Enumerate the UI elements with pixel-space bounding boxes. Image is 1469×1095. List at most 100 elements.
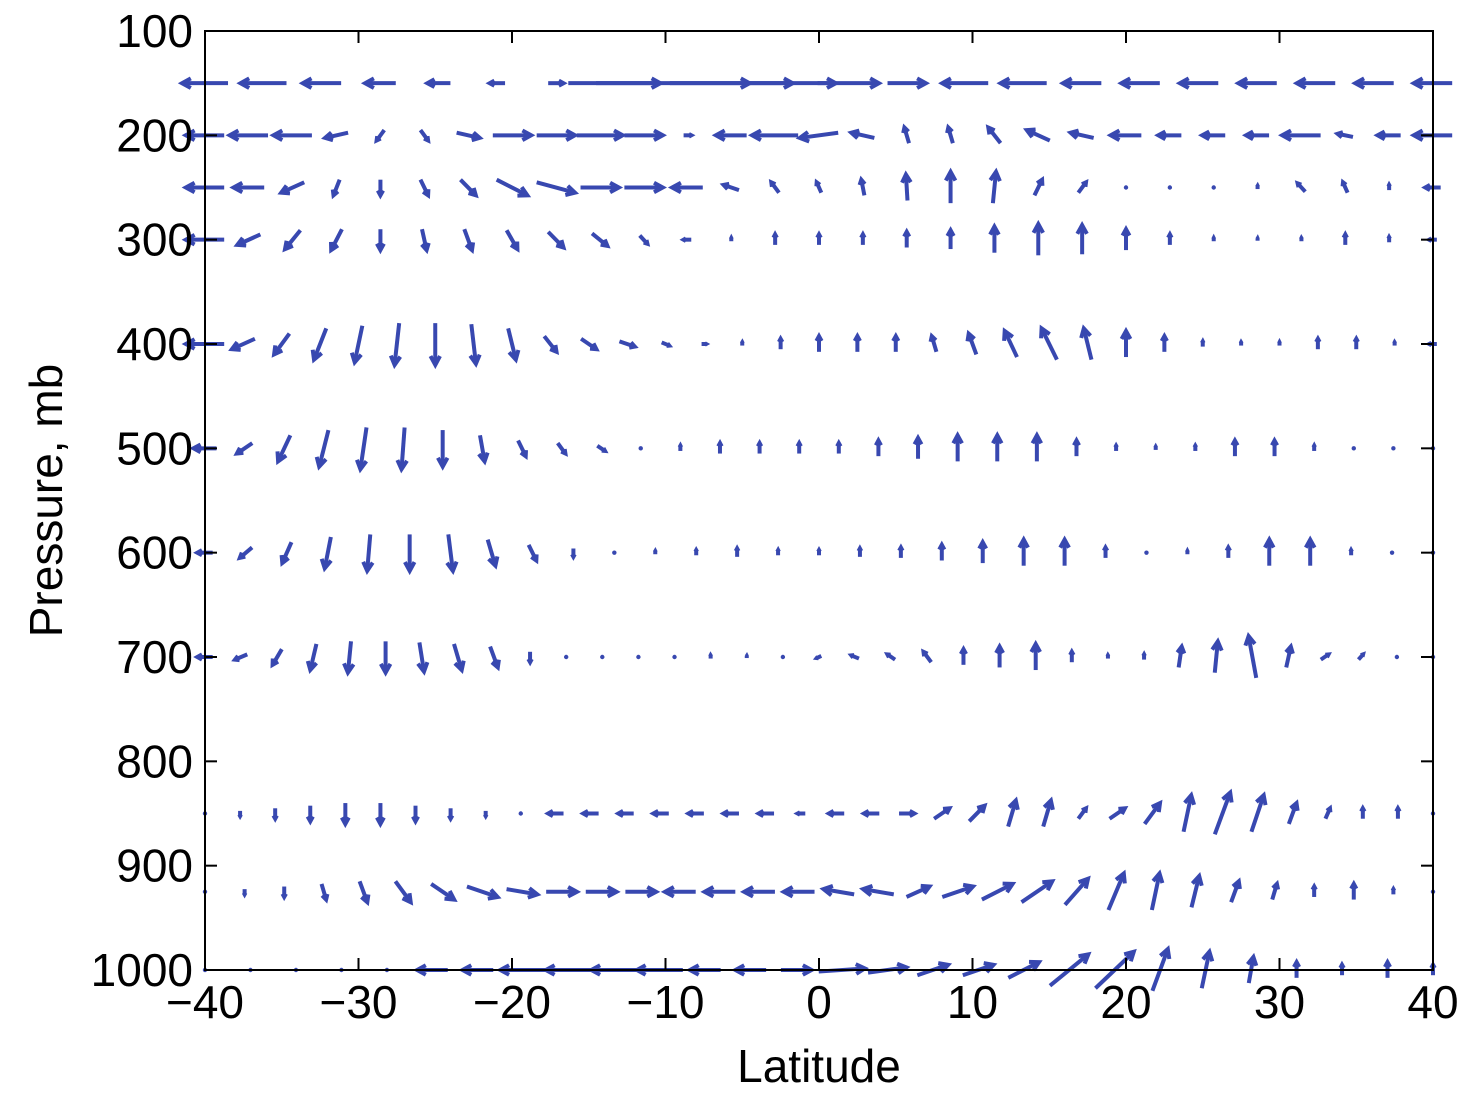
arrow-head <box>937 540 947 551</box>
y-axis-label: Pressure, mb <box>20 364 72 638</box>
wind-arrow <box>739 885 775 899</box>
arrow-head <box>228 340 241 352</box>
arrow-head <box>643 239 651 247</box>
wind-arrow <box>708 651 713 659</box>
arrow-head <box>1077 875 1091 889</box>
arrow-head <box>530 554 539 565</box>
wind-arrow <box>775 545 781 556</box>
arrow-head <box>719 809 730 818</box>
wind-arrow <box>423 77 451 89</box>
wind-arrow <box>684 809 704 818</box>
wind-arrow <box>1063 875 1091 907</box>
arrow-shaft <box>365 534 373 572</box>
wind-arrow <box>563 654 569 660</box>
arrow-dot <box>780 654 786 660</box>
wind-arrow <box>241 889 248 899</box>
arrow-head <box>193 652 203 662</box>
x-tick-label: 30 <box>1254 976 1305 1028</box>
arrow-head <box>1224 543 1232 552</box>
arrow-head <box>847 653 855 659</box>
wind-arrow <box>819 884 855 897</box>
wind-arrow <box>556 441 568 457</box>
arrow-head <box>229 180 244 195</box>
arrow-head <box>687 132 696 139</box>
arrow-head <box>891 332 901 342</box>
wind-arrow <box>977 538 988 564</box>
arrow-head <box>1153 442 1158 449</box>
wind-arrow <box>1394 654 1400 660</box>
arrow-dot <box>1389 550 1395 555</box>
wind-arrow <box>937 540 947 561</box>
wind-arrow <box>887 76 931 90</box>
wind-arrow <box>485 78 506 88</box>
arrow-head <box>814 332 824 342</box>
wind-arrow <box>548 78 568 88</box>
arrow-head <box>614 809 625 818</box>
arrow-head <box>570 553 577 561</box>
arrow-head <box>653 128 667 142</box>
arrow-head <box>606 885 621 899</box>
arrow-head <box>1192 441 1198 449</box>
wind-arrow <box>812 654 823 661</box>
arrow-head <box>815 230 823 239</box>
arrow-head <box>1383 958 1392 968</box>
arrow-head <box>716 438 724 448</box>
arrow-shaft <box>417 642 426 672</box>
wind-arrow <box>340 803 351 829</box>
arrow-head <box>613 128 627 142</box>
arrow-head <box>901 123 910 134</box>
arrow-head <box>1114 869 1127 884</box>
wind-arrow <box>1189 872 1204 908</box>
arrow-head <box>1066 128 1080 140</box>
arrow-head <box>1166 230 1174 239</box>
wind-arrow <box>928 332 939 353</box>
wind-arrow <box>536 180 580 197</box>
arrow-head <box>1360 651 1366 658</box>
arrow-head <box>1002 327 1014 342</box>
wind-arrow <box>349 325 365 367</box>
wind-arrow <box>357 880 371 907</box>
wind-arrow <box>319 536 333 573</box>
arrow-head <box>665 342 674 348</box>
arrow-head <box>1075 220 1089 235</box>
arrow-head <box>411 815 420 826</box>
arrow-shaft <box>1002 330 1019 358</box>
arrow-head <box>609 180 624 195</box>
axis-ticks <box>204 30 1434 971</box>
arrow-head <box>1409 76 1424 90</box>
arrow-head <box>237 813 243 821</box>
wind-arrow <box>856 544 864 557</box>
arrow-shaft <box>345 641 353 673</box>
arrow-shaft <box>1249 794 1266 833</box>
wind-arrow <box>305 643 319 675</box>
arrow-head <box>938 76 952 90</box>
wind-arrow <box>1299 233 1304 242</box>
wind-arrow <box>546 230 567 251</box>
arrow-head <box>988 222 1001 236</box>
arrow-dot <box>612 550 617 555</box>
wind-arrow <box>1351 76 1394 90</box>
arrow-dot <box>1123 185 1129 190</box>
arrow-head <box>1311 441 1317 449</box>
arrow-head <box>719 181 730 191</box>
arrow-head <box>1158 945 1172 960</box>
wind-arrow <box>321 130 349 143</box>
wind-arrow <box>716 438 724 454</box>
wind-arrow <box>1072 436 1081 457</box>
arrow-shaft <box>903 174 910 201</box>
arrow-head <box>1299 233 1304 241</box>
arrow-head <box>1238 338 1244 345</box>
arrow-head <box>795 438 803 448</box>
wind-arrow <box>1373 129 1401 141</box>
wind-arrow <box>1348 545 1354 556</box>
arrow-shaft <box>1039 327 1059 361</box>
arrow-head <box>945 123 954 134</box>
arrow-head <box>902 227 912 238</box>
arrow-head <box>1221 788 1234 803</box>
arrow-head <box>305 815 315 826</box>
wind-arrow <box>672 654 677 660</box>
wind-arrow <box>618 339 639 350</box>
wind-arrow <box>1167 185 1173 190</box>
arrow-shaft <box>1181 794 1194 833</box>
arrow-head <box>912 433 924 446</box>
